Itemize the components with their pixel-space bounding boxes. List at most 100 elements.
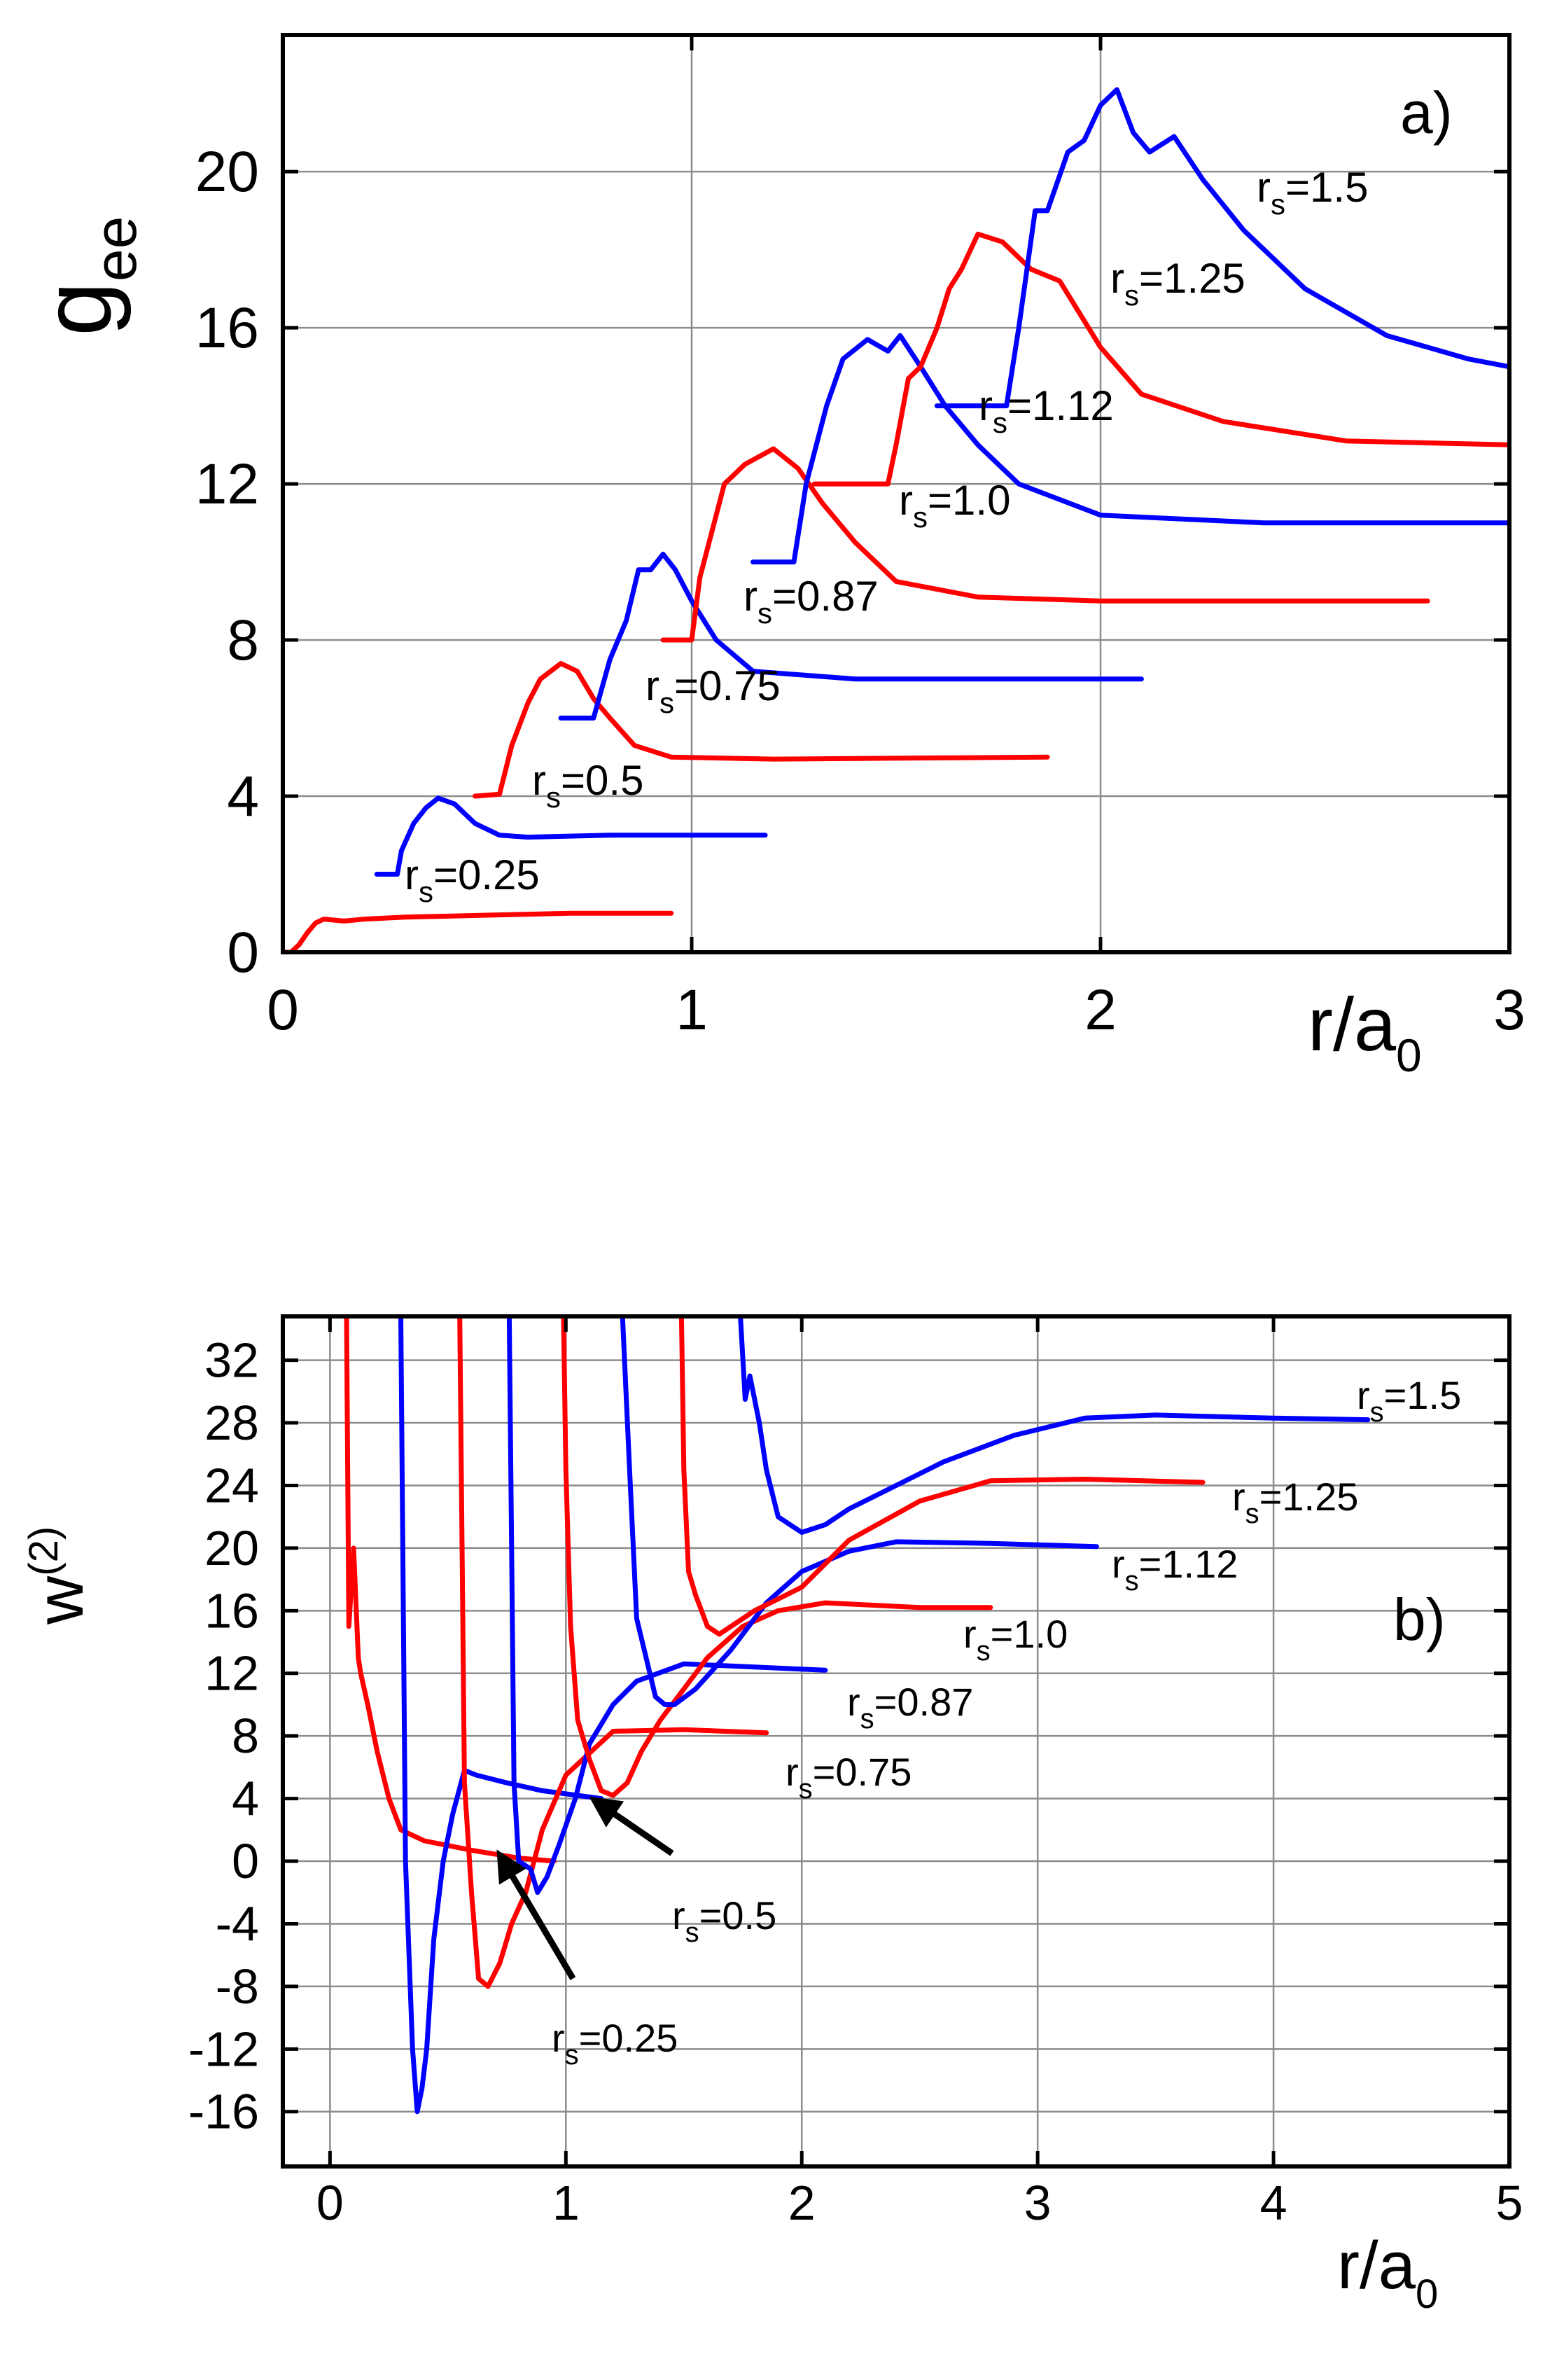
panel-b-series-r-s-0-75: [457, 1316, 769, 1989]
panel-b-series-r-s-0-25: [344, 1316, 557, 1864]
panel-a-curve-label: rs=0.5: [532, 757, 643, 814]
panel-b-xtick-label: 5: [1496, 2176, 1523, 2230]
curve-label-main: r: [672, 1893, 685, 1937]
panel-b-series: [344, 1316, 1371, 2115]
curve-label-main: r: [552, 2016, 565, 2060]
panel-a-ytick-label: 20: [195, 140, 259, 204]
curve-label-sub: s: [1125, 1566, 1139, 1596]
curve-label-sub: s: [419, 875, 433, 908]
curve-label-value: =0.25: [579, 2016, 678, 2060]
curve-label-value: =0.87: [874, 1680, 974, 1724]
panel-b-arrow: [589, 1796, 674, 1856]
curve-label-sub: s: [1124, 279, 1139, 312]
panel-a-xlabel-sub: 0: [1396, 1029, 1422, 1081]
panel-b-ytick-label: -12: [188, 2021, 259, 2076]
panel-a-ytick-label: 4: [227, 765, 259, 828]
panel-b-series-r-s-1-12: [620, 1316, 1099, 1707]
curve-label-sub: s: [565, 2040, 579, 2071]
panel-b-curve-label: rs=0.87: [847, 1680, 973, 1734]
panel-a-ytick-label: 12: [195, 452, 259, 516]
curve-label-sub: s: [757, 597, 772, 629]
panel-a-curve-label: rs=1.0: [899, 477, 1010, 534]
panel-b-grid: [283, 1316, 1511, 2166]
panel-a-xtick-label: 2: [1084, 978, 1117, 1042]
panel-a-series-r-s-1-5: [934, 87, 1509, 409]
panel-b-ytick-label: 32: [204, 1333, 259, 1388]
panel-b-ylabel-main: w: [22, 1575, 97, 1625]
panel-b-ytick-label: 4: [232, 1772, 259, 1826]
panel-a-series-r-s-0-5: [374, 795, 768, 877]
panel-a-ytick-label: 8: [227, 608, 259, 672]
panel-b-arrows: [496, 1796, 674, 1981]
curve-label-value: =1.0: [991, 1612, 1068, 1656]
panel-b-curve-label: rs=0.25: [552, 2016, 678, 2071]
panel-a-curve-label: rs=1.5: [1257, 164, 1368, 221]
curve-label-main: r: [1232, 1475, 1245, 1519]
panel-b-ytick-label: 0: [232, 1834, 259, 1888]
panel-a-curve-label: rs=1.12: [979, 382, 1114, 439]
panel-b-frame: [281, 1314, 1511, 2169]
panel-a-xtick-label: 0: [267, 978, 299, 1042]
panel-b-ytick-label: 16: [204, 1583, 259, 1638]
panel-b-ylabel-sup: (2): [21, 1526, 67, 1576]
curve-label-sub: s: [1245, 1498, 1259, 1529]
panel-b-xlabel-sub: 0: [1416, 2271, 1438, 2317]
curve-label-value: =0.25: [433, 851, 540, 898]
curve-label-value: =1.5: [1285, 164, 1368, 211]
panel-a-series-r-s-0-25: [283, 910, 674, 952]
curve-label-value: =1.12: [1007, 382, 1114, 429]
panel-a-xtick-label: 3: [1493, 978, 1525, 1042]
panel-b-ytick-label: 28: [204, 1396, 259, 1450]
panel-b-ytick-label: 12: [204, 1646, 259, 1701]
panel-b-curve-label: rs=1.12: [1112, 1542, 1238, 1596]
curve-label-main: r: [645, 662, 659, 709]
panel-a-ytick-label: 0: [227, 921, 259, 984]
panel-b-curve-label: rs=1.25: [1232, 1475, 1358, 1529]
curve-label-sub: s: [860, 1704, 874, 1734]
panel-b-ytick-label: -4: [216, 1896, 259, 1951]
panel-a-series-r-s-1-0: [660, 446, 1430, 643]
curve-label-sub: s: [993, 406, 1007, 439]
panel-a-series-r-s-0-75: [473, 661, 1050, 799]
panel-b-ytick-label: 8: [232, 1709, 259, 1763]
panel-b-series-r-s-0-5: [398, 1316, 604, 2115]
curve-label-main: r: [786, 1750, 799, 1794]
panel-a-curve-label: rs=0.25: [405, 851, 540, 908]
panel-a-curve-label: rs=1.25: [1110, 255, 1245, 312]
panel-b-series-r-s-1-0: [561, 1316, 993, 1798]
panel-b-series-r-s-0-87: [506, 1316, 828, 1895]
panel-a-frame: [281, 33, 1511, 954]
panel-a-xtick-label: 1: [676, 978, 708, 1042]
panel-a-series: [283, 87, 1509, 952]
curve-label-value: =0.75: [674, 662, 781, 709]
curve-label-value: =1.12: [1139, 1542, 1238, 1586]
curve-label-sub: s: [799, 1774, 813, 1804]
panel-b-xtick-label: 3: [1024, 2176, 1052, 2230]
panel-a-ylabel-main: g: [22, 281, 132, 336]
curve-label-value: =1.5: [1384, 1373, 1462, 1417]
curve-label-value: =0.5: [561, 757, 643, 804]
curve-label-main: r: [963, 1612, 977, 1656]
panel-b-curve-label: rs=1.5: [1357, 1373, 1461, 1428]
panel-a-series-r-s-1-12: [750, 333, 1509, 565]
panel-b-curve-label: rs=1.0: [963, 1612, 1068, 1666]
curve-label-main: r: [1112, 1542, 1125, 1586]
curve-label-main: r: [532, 757, 546, 804]
curve-label-main: r: [899, 477, 913, 524]
panel-b-curve-label: rs=0.5: [672, 1893, 776, 1948]
curve-label-main: r: [743, 573, 757, 620]
curve-label-main: r: [847, 1680, 860, 1724]
panel-a-ylabel-sub: ee: [83, 216, 148, 281]
panel-b-xtick-label: 1: [552, 2176, 580, 2230]
panel-b-y-axis-label: w(2): [21, 1526, 97, 1625]
curve-label-main: r: [405, 851, 419, 898]
curve-label-sub: s: [1271, 188, 1285, 221]
panel-a-y-axis-label: gee: [22, 216, 148, 336]
curve-label-value: =0.5: [699, 1893, 777, 1937]
panel-a-ytick-label: 16: [195, 296, 259, 360]
panel-b-label: b): [1393, 1587, 1446, 1652]
